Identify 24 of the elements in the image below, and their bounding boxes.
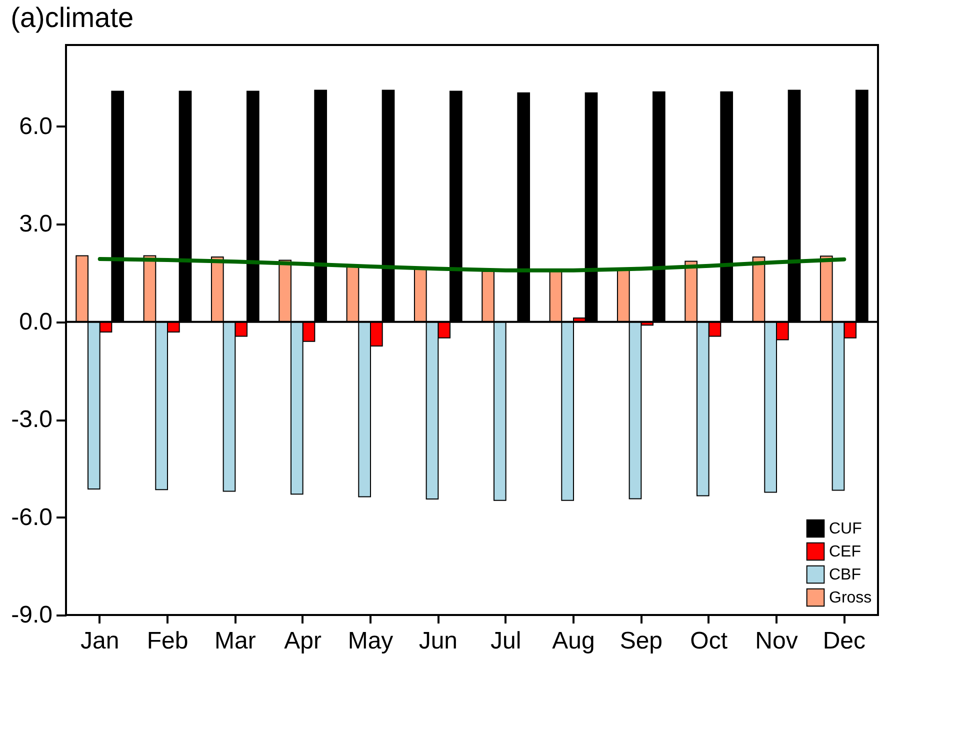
- x-tick-label: Jun: [418, 628, 458, 654]
- y-tick-label: -9.0: [11, 602, 52, 628]
- x-tick-label: Nov: [755, 628, 798, 654]
- legend-label: Gross: [829, 590, 872, 606]
- y-tick-label: 0.0: [19, 308, 52, 336]
- x-tick-label: Apr: [284, 628, 322, 654]
- y-tick-label: -3.0: [11, 406, 52, 434]
- y-tick-label: 3.0: [19, 210, 52, 238]
- legend-label: CBF: [829, 566, 862, 584]
- x-tick-label: Sep: [620, 628, 663, 654]
- legend-label: CUF: [829, 520, 862, 538]
- line-series: [98, 256, 846, 272]
- x-tick-label: Jan: [80, 628, 120, 654]
- x-tick-label: Oct: [690, 628, 728, 654]
- chart-title: (a)climate: [10, 2, 134, 33]
- x-tick-label: Aug: [552, 628, 595, 654]
- legend-label: CEF: [829, 544, 862, 560]
- x-tick-label: Feb: [146, 628, 188, 654]
- x-tick-label: Jul: [490, 628, 522, 654]
- x-tick-label: Mar: [214, 628, 256, 654]
- y-tick-label: 6.0: [19, 112, 52, 140]
- x-tick-label: May: [348, 628, 394, 654]
- y-tick-label: -6.0: [11, 504, 52, 531]
- x-tick-label: Dec: [822, 628, 866, 654]
